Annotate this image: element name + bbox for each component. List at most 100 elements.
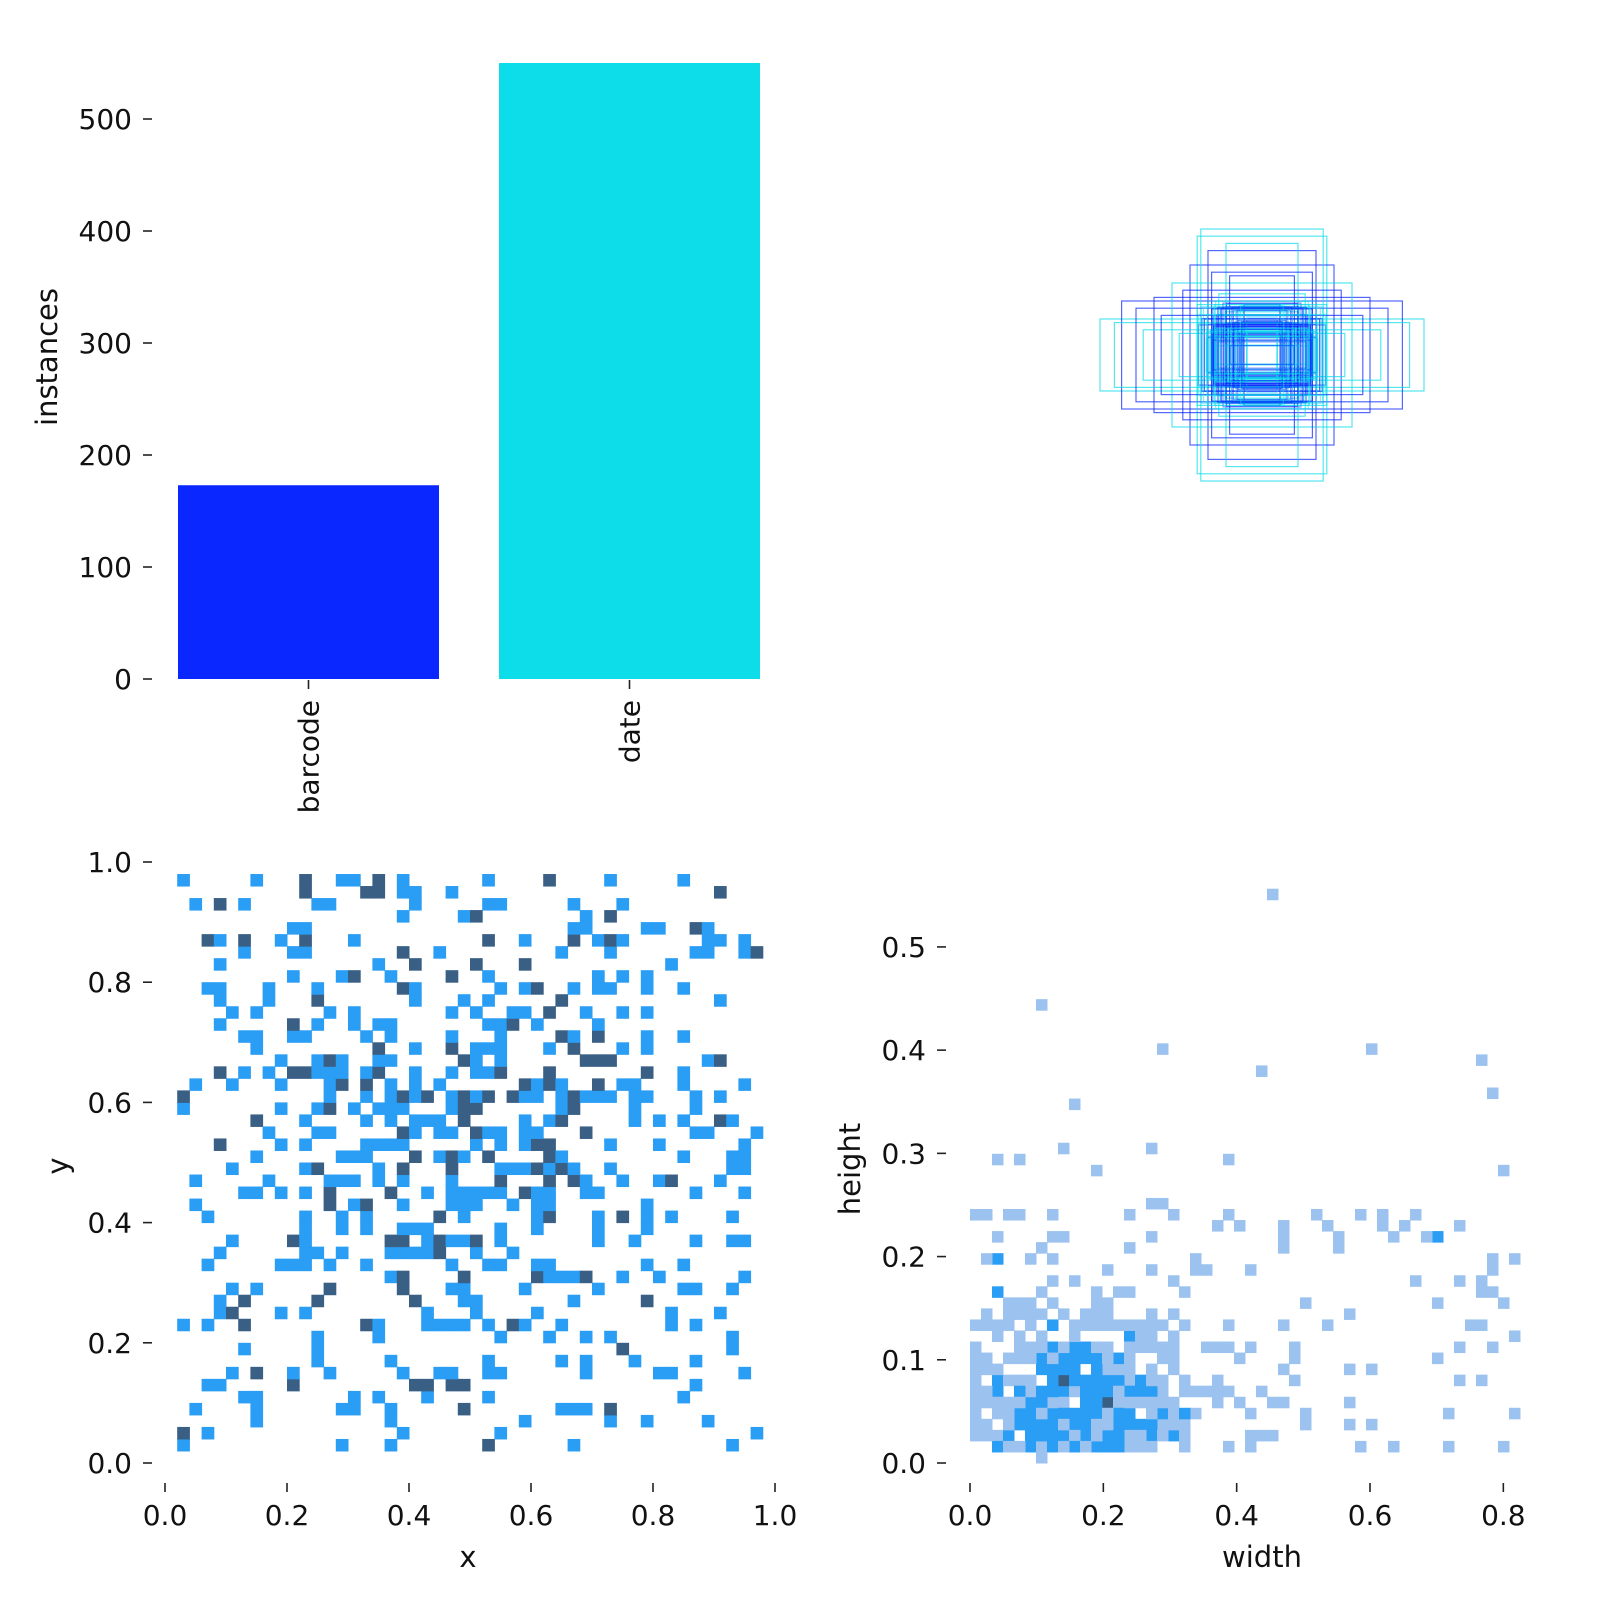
wh-hist-cell [1135,1429,1147,1442]
wh-hist-cell [1058,1352,1070,1365]
xy-hist-cell [409,1114,422,1127]
xy-hist-cell [726,1234,739,1248]
wh-hist-cell [1278,1242,1290,1254]
wh-hist-cell [1168,1308,1180,1320]
wh-y-tick-label: 0.4 [881,1034,926,1067]
wh-hist-cell [1003,1374,1015,1387]
xy-hist-cell [665,958,678,971]
xy-hist-cell [384,1030,398,1043]
xy-hist-cell [238,1318,251,1332]
xy-hist-cell [494,1222,508,1236]
wh-hist-cell [1344,1363,1356,1376]
bar-date [499,63,760,679]
xy-hist-cell [543,874,556,887]
xy-hist-cell [665,1210,678,1224]
wh-hist-cell [1058,1341,1070,1354]
xy-hist-cell [555,946,569,959]
xy-hist-cell [409,1078,422,1091]
wh-hist-cell [970,1429,982,1442]
xy-hist-cell [531,1306,544,1320]
wh-hist-cell [1047,1319,1059,1331]
wh-hist-cell [1366,1043,1378,1055]
xy-hist-cell [421,1390,434,1404]
box-outline [1220,308,1304,402]
wh-hist-cell [1410,1275,1422,1287]
xy-hist-cell [531,1078,544,1091]
box-outline [1240,305,1284,405]
xy-hist-cell [457,1402,471,1416]
xy-hist-cell [640,1198,654,1212]
xy-hist-cell [445,1282,459,1296]
xy-hist-cell [396,1366,410,1380]
xy-hist-cell [323,1174,337,1188]
xy-hist-cell [640,1090,654,1103]
wh-hist-cell [970,1319,982,1331]
xy-hist-cell [579,1366,593,1380]
xy-hist-cell [726,1210,739,1224]
xy-hist-cell [360,1138,373,1151]
xy-hist-cell [384,1402,398,1416]
wh-hist-cell [970,1208,982,1221]
wh-hist-cell [1003,1429,1015,1442]
wh-hist-cell [1124,1440,1136,1453]
xy-hist-cell [494,1018,508,1031]
bar-y-axis: 0 100 200 300 400 500 [79,103,152,696]
xy-hist-cell [494,1258,508,1272]
wh-hist-cell [992,1363,1004,1376]
wh-hist-cell [1014,1396,1026,1409]
xy-hist-cell [518,1162,532,1176]
xy-hist-cell [470,1186,483,1200]
xy-hist-cell [470,958,483,971]
xy-hist-cell [518,1414,532,1428]
xy-hist-cell [592,1222,605,1236]
wh-hist-cell [1355,1208,1367,1221]
xy-hist-cell [470,1042,483,1055]
wh-hist-cell [1047,1385,1059,1398]
xy-hist-cell [299,1222,312,1236]
wh-hist-cell [1476,1054,1488,1066]
wh-hist-cell [1487,1341,1499,1354]
bar-x-tick-label-barcode: barcode [293,700,326,813]
xy-hist-cell [482,1318,495,1332]
xy-hist-cell [262,982,276,995]
bar-y-tick-label: 0 [114,663,132,696]
xy-hist-cell [262,1126,276,1139]
xy-hist-cell [177,874,190,887]
xy-hist-cell [409,1222,422,1236]
wh-hist-cell [1267,1396,1279,1409]
xy-hist-cell [738,934,752,947]
xy-hist-cell [531,1270,544,1284]
wh-hist-cell [1124,1385,1136,1398]
xy-hist-cell [250,1114,264,1127]
xy-hist-cell [555,1318,569,1332]
wh-hist-cell [1080,1352,1092,1365]
wh-hist-cell [1179,1385,1191,1398]
wh-hist-cell [992,1153,1004,1166]
xy-hist-cell [226,1306,239,1320]
wh-hist-cell [1179,1319,1191,1331]
wh-hist-cell [981,1429,993,1442]
xy-hist-cell [409,1246,422,1260]
box-outline [1217,306,1307,404]
wh-hist-cell [970,1363,982,1376]
xy-hist-cell [177,1318,190,1332]
wh-hist-cell [1102,1264,1114,1276]
wh-hist-cell [1036,1451,1048,1464]
xy-hist-cell [372,886,386,899]
wh-hist-cell [1003,1396,1015,1409]
wh-hist-cell [992,1385,1004,1398]
xy-hist-cell [360,1258,373,1272]
xy-hist-cell [226,1162,239,1176]
wh-hist-cell [1047,1407,1059,1420]
box-outline [1218,335,1306,375]
xy-hist-cell [470,1138,483,1151]
xy-hist-cell [421,1090,434,1103]
xy-hist-cell [287,970,300,983]
xy-hist-cell [360,1066,373,1079]
xy-hist-cell [653,1138,666,1151]
xy-hist-cell [531,1126,544,1139]
wh-x-tick-label: 0.6 [1348,1499,1393,1532]
wh-hist-cell [1146,1231,1158,1243]
wh-x-axis-title: width [1222,1540,1302,1574]
